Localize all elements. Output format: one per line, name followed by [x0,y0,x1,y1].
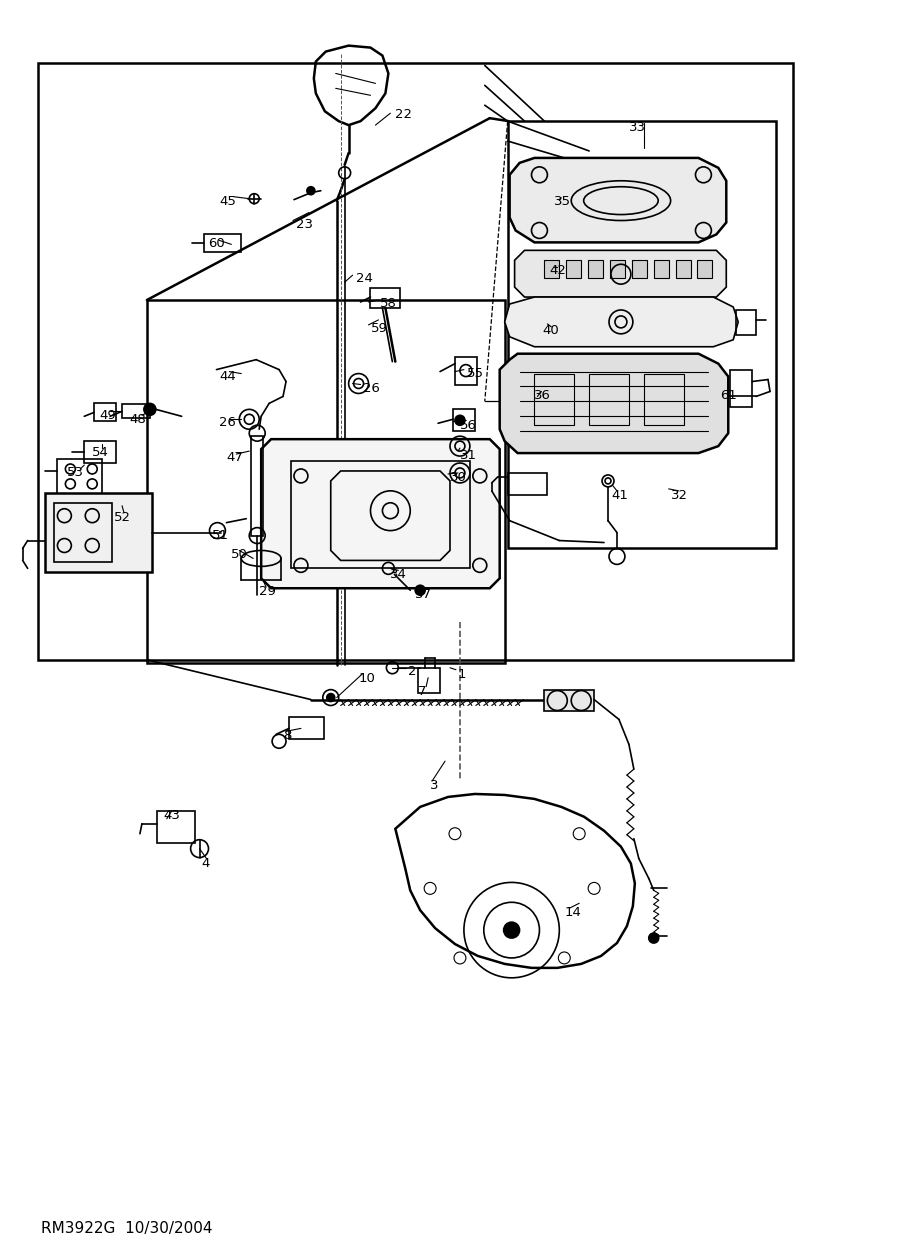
Text: 56: 56 [460,419,477,433]
Polygon shape [500,354,728,453]
Text: 32: 32 [670,489,688,502]
Text: 7: 7 [418,685,427,697]
Text: 31: 31 [460,449,477,463]
Text: 2: 2 [409,665,417,677]
Text: 41: 41 [611,489,628,502]
Text: 29: 29 [259,586,276,598]
Text: 54: 54 [92,446,109,459]
Bar [508,473,547,495]
Bar [730,370,752,408]
Text: 43: 43 [164,809,181,821]
Bar [157,811,194,843]
Text: 4: 4 [202,856,210,869]
Bar [644,374,683,425]
Bar [58,459,103,494]
Text: 61: 61 [720,390,737,403]
Text: 58: 58 [381,297,397,310]
Bar [122,404,150,419]
Bar [291,461,470,568]
Circle shape [327,693,335,701]
Bar [94,404,116,421]
Text: 3: 3 [430,779,438,793]
Text: 55: 55 [467,366,484,380]
Circle shape [649,933,659,943]
Bar [455,356,477,385]
Bar [698,261,713,278]
Text: 35: 35 [554,194,572,208]
Bar [38,64,793,660]
Bar [653,261,669,278]
Bar [632,261,647,278]
Polygon shape [515,251,726,297]
Text: 47: 47 [227,451,243,464]
Bar [371,288,400,308]
Bar [44,493,152,572]
Text: 37: 37 [415,588,432,601]
Circle shape [455,415,465,425]
Bar [453,409,475,431]
Text: 14: 14 [564,907,581,919]
Text: 50: 50 [231,548,248,562]
Text: 22: 22 [395,108,412,122]
Bar [251,436,263,535]
Bar [544,261,559,278]
Bar [544,690,594,711]
Bar [610,261,625,278]
Text: RM3922G  10/30/2004: RM3922G 10/30/2004 [40,1221,212,1236]
Polygon shape [261,439,500,588]
Text: 30: 30 [450,472,467,484]
Bar [289,717,324,740]
Bar [566,261,581,278]
Bar [55,503,112,562]
Text: 26: 26 [220,416,237,429]
Text: 36: 36 [535,390,552,403]
Circle shape [144,404,156,415]
Text: 26: 26 [363,381,380,395]
Text: 44: 44 [220,370,236,382]
Text: 42: 42 [549,265,566,277]
Text: 1: 1 [458,667,466,681]
Bar [736,310,756,335]
Bar [147,300,505,663]
Text: 49: 49 [99,409,116,423]
Circle shape [415,586,425,596]
Text: 8: 8 [283,730,292,742]
Bar [676,261,690,278]
Text: 10: 10 [358,672,375,685]
Text: 40: 40 [543,324,559,337]
Text: 59: 59 [371,322,387,335]
Text: 23: 23 [296,217,313,231]
Circle shape [307,187,315,194]
Circle shape [504,922,519,938]
Bar [590,374,629,425]
Bar [508,122,776,548]
Bar [85,441,116,463]
Text: 52: 52 [114,510,131,524]
Text: 48: 48 [129,414,146,426]
Text: 53: 53 [68,466,85,479]
Polygon shape [505,297,738,347]
Polygon shape [509,158,726,242]
Bar [418,667,440,692]
Bar [588,261,603,278]
Text: 33: 33 [629,122,646,134]
Text: 34: 34 [391,568,407,582]
Text: 51: 51 [212,529,229,542]
Bar [535,374,574,425]
Text: 45: 45 [220,194,237,208]
Text: 60: 60 [209,237,225,251]
Text: 24: 24 [356,272,373,285]
